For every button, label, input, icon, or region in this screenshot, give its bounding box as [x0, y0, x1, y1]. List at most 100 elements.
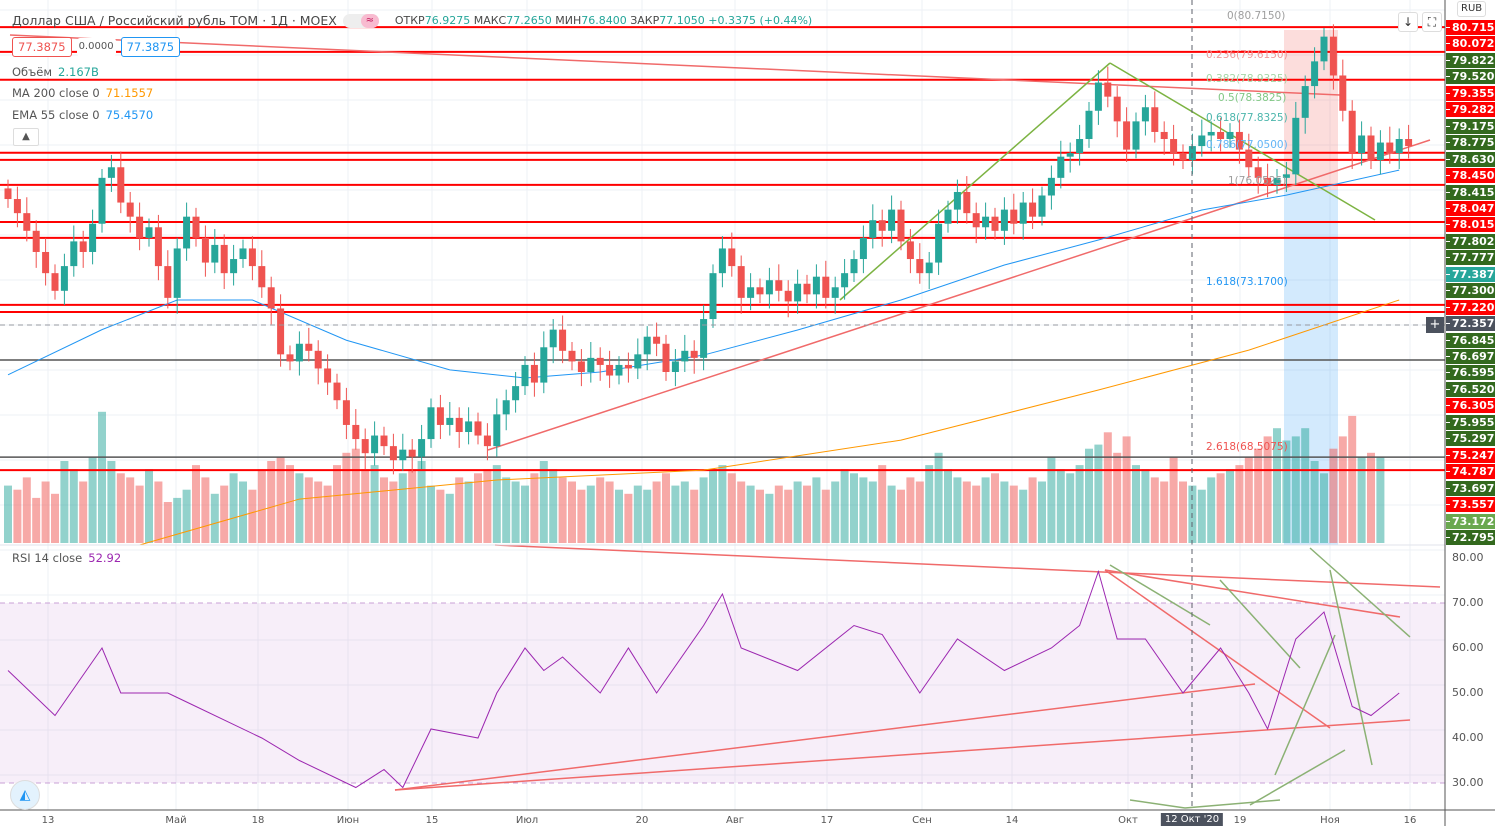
symbol-title[interactable]: Доллар США / Российский рубль ТОМ · 1Д ·… — [12, 13, 337, 28]
candle-body — [1235, 131, 1243, 150]
candle-body — [465, 421, 473, 433]
candle-body — [606, 364, 614, 376]
price-axis-label: 78.4150 — [1446, 184, 1495, 200]
volume-bar — [906, 477, 915, 543]
volume-bar — [154, 481, 163, 543]
volume-bar — [1047, 456, 1056, 543]
scroll-to-latest-button[interactable]: ↓ — [1398, 12, 1418, 32]
candle-body — [136, 216, 144, 238]
candle-body — [1245, 149, 1253, 168]
horizontal-levels — [0, 26, 1445, 472]
volume-bar — [173, 497, 182, 543]
collapse-legend-button[interactable]: ▲ — [13, 128, 39, 146]
volume-bar — [464, 481, 473, 543]
fullscreen-button[interactable]: ⛶ — [1422, 12, 1442, 32]
price-axis-label: 76.6975 — [1446, 349, 1495, 364]
time-axis-label: Ноя — [1320, 815, 1340, 826]
candle-body — [841, 273, 849, 288]
rsi-axis-label: 40.00 — [1452, 731, 1484, 744]
ohlc-values: ОТКР76.9275 МАКС77.2650 МИН76.8400 ЗАКР7… — [395, 14, 812, 27]
rsi-trend-line — [394, 719, 1411, 791]
volume-bar — [859, 477, 868, 543]
market-status-toggle[interactable]: ≈ — [342, 13, 379, 28]
ema-legend[interactable]: EMA 55 close 0 75.4570 — [12, 108, 153, 122]
candle-body — [107, 167, 115, 178]
currency-button[interactable]: RUB — [1457, 1, 1487, 17]
rsi-legend[interactable]: RSI 14 close 52.92 — [12, 551, 121, 565]
candle-body — [794, 283, 802, 302]
sell-price-button[interactable]: 77.3875 — [12, 37, 72, 57]
volume-bars — [4, 411, 1385, 543]
volume-bar — [727, 473, 736, 543]
volume-bar — [1038, 481, 1046, 543]
volume-bar — [784, 489, 793, 543]
candle-body — [935, 223, 943, 263]
volume-bar — [962, 481, 971, 543]
candle-body — [775, 280, 783, 291]
volume-bar — [286, 465, 294, 543]
volume-bar — [1226, 469, 1234, 543]
fullscreen-icon: ⛶ — [1427, 15, 1437, 29]
price-axis-label: 78.7750 — [1446, 135, 1495, 151]
fib-level-label: 1(76.0525) — [1228, 174, 1287, 187]
candle-body — [1094, 82, 1102, 111]
volume-bar — [13, 489, 22, 543]
candle-body — [352, 424, 360, 440]
ma-legend[interactable]: MA 200 close 0 71.1557 — [12, 86, 153, 100]
volume-bar — [1141, 469, 1150, 543]
time-axis-label: 14 — [1005, 815, 1019, 826]
volume-bar — [436, 489, 445, 543]
volume-bar — [1282, 440, 1291, 543]
time-axis-label: 17 — [820, 815, 834, 826]
price-axis-label: 80.0725 — [1446, 36, 1495, 52]
volume-legend[interactable]: Объём 2.167B — [12, 65, 99, 79]
candle-body — [1376, 142, 1384, 161]
volume-bar — [32, 497, 41, 543]
low-value: 76.8400 — [581, 14, 627, 27]
volume-bar — [803, 485, 811, 543]
candle-body — [1217, 131, 1225, 140]
candle-body — [906, 241, 914, 260]
candle-body — [1405, 139, 1413, 147]
rsi-line — [7, 569, 1400, 789]
volume-bar — [1150, 477, 1159, 543]
rsi-axis-label: 60.00 — [1452, 641, 1484, 654]
volume-bar — [530, 473, 539, 543]
rsi-trend-line — [1219, 579, 1301, 669]
add-plus-icon[interactable]: + — [1426, 317, 1444, 333]
candle-body — [295, 343, 303, 362]
volume-bar — [812, 477, 821, 543]
rsi-trend-line — [1329, 569, 1373, 766]
candle-body — [925, 262, 933, 274]
volume-bar — [69, 469, 78, 543]
volume-bar — [483, 469, 492, 543]
volume-bar — [1329, 448, 1338, 543]
time-axis-label: 16 — [1403, 815, 1417, 826]
price-axis-label: 76.5200 — [1446, 381, 1495, 397]
time-axis-label: 15 — [425, 815, 439, 826]
candle-body — [60, 266, 68, 291]
price-axis-label: 74.7875 — [1446, 464, 1495, 480]
time-axis-label: Июл — [515, 815, 539, 826]
tradingview-logo-icon[interactable]: ◭ — [10, 780, 40, 810]
volume-bar — [267, 461, 276, 543]
volume-bar — [737, 481, 746, 543]
candle-body — [1066, 153, 1074, 157]
volume-bar — [210, 493, 219, 543]
volume-bar — [135, 485, 144, 543]
volume-bar — [718, 465, 727, 543]
time-axis-label: Июн — [336, 815, 360, 826]
buy-price-button[interactable]: 77.3875 — [120, 37, 181, 57]
volume-bar — [934, 452, 943, 543]
candle-body — [1367, 135, 1375, 161]
candle-body — [493, 414, 501, 447]
volume-bar — [60, 461, 69, 543]
volume-bar — [1132, 465, 1140, 543]
volume-bar — [295, 473, 304, 543]
candle-body — [455, 417, 463, 433]
ema-label: EMA 55 close 0 — [12, 108, 100, 122]
ma-label: MA 200 close 0 — [12, 86, 100, 100]
ema-value: 75.4570 — [105, 108, 154, 122]
candle-body — [98, 177, 106, 224]
